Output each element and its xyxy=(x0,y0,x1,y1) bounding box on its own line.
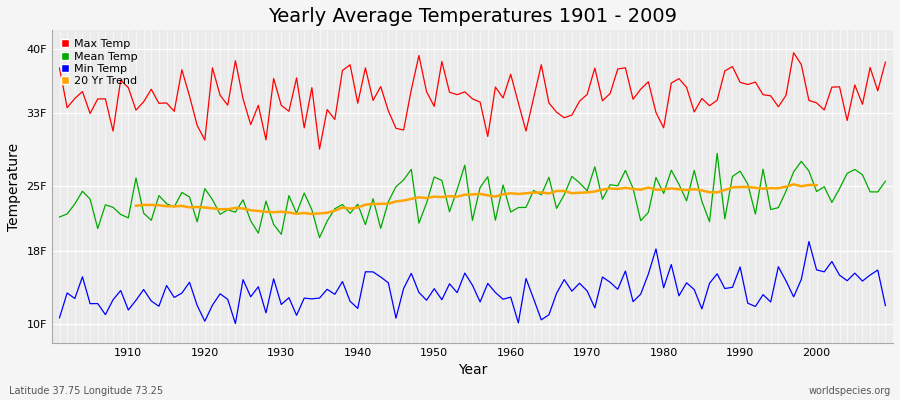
Text: Latitude 37.75 Longitude 73.25: Latitude 37.75 Longitude 73.25 xyxy=(9,386,163,396)
Title: Yearly Average Temperatures 1901 - 2009: Yearly Average Temperatures 1901 - 2009 xyxy=(268,7,677,26)
X-axis label: Year: Year xyxy=(458,363,487,377)
Text: worldspecies.org: worldspecies.org xyxy=(809,386,891,396)
Y-axis label: Temperature: Temperature xyxy=(7,142,21,230)
Legend: Max Temp, Mean Temp, Min Temp, 20 Yr Trend: Max Temp, Mean Temp, Min Temp, 20 Yr Tre… xyxy=(58,36,141,90)
